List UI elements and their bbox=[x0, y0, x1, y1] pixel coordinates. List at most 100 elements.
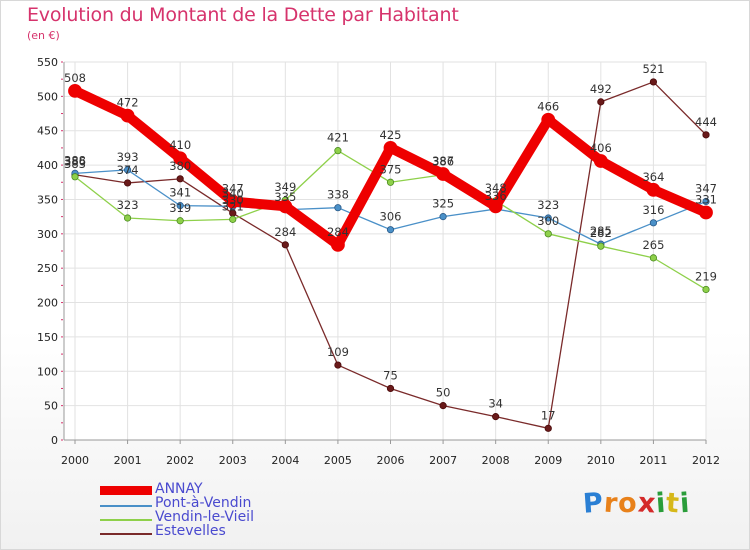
legend-item: Pont-à-Vendin bbox=[100, 495, 340, 512]
data-label: 331 bbox=[695, 193, 717, 207]
data-label: 335 bbox=[274, 190, 296, 204]
data-point bbox=[699, 205, 713, 220]
data-label: 265 bbox=[642, 238, 664, 252]
data-point bbox=[334, 204, 342, 212]
y-tick-label: 50 bbox=[44, 400, 58, 413]
legend-swatch bbox=[100, 533, 152, 535]
data-label: 219 bbox=[695, 269, 717, 283]
data-point bbox=[71, 173, 79, 181]
legend-swatch bbox=[100, 505, 152, 507]
data-point bbox=[334, 147, 342, 155]
data-label: 386 bbox=[432, 155, 454, 169]
data-point bbox=[281, 241, 289, 249]
proxiti-logo: Proxiti bbox=[581, 487, 692, 520]
data-label: 406 bbox=[590, 141, 612, 155]
chart-title: Evolution du Montant de la Dette par Hab… bbox=[27, 4, 459, 26]
data-label: 347 bbox=[222, 182, 244, 196]
legend-swatch bbox=[100, 519, 152, 521]
data-point bbox=[544, 424, 552, 432]
data-label: 386 bbox=[64, 155, 86, 169]
data-label: 421 bbox=[327, 131, 349, 145]
legend-label: Estevelles bbox=[155, 523, 226, 539]
x-tick-label: 2004 bbox=[271, 454, 299, 467]
data-point bbox=[386, 178, 395, 186]
data-label: 492 bbox=[590, 82, 612, 96]
data-point bbox=[123, 179, 132, 187]
data-point bbox=[68, 83, 82, 98]
chart-subtitle: (en €) bbox=[27, 29, 60, 42]
data-label: 410 bbox=[169, 138, 191, 152]
data-point bbox=[702, 285, 710, 294]
data-label: 17 bbox=[541, 408, 556, 422]
logo-letter: P bbox=[581, 487, 605, 520]
x-tick-label: 2000 bbox=[61, 454, 89, 467]
data-point bbox=[544, 214, 552, 222]
data-label: 323 bbox=[117, 198, 139, 212]
data-label: 75 bbox=[383, 368, 398, 382]
data-point bbox=[176, 175, 184, 183]
data-point bbox=[386, 384, 395, 393]
data-point bbox=[492, 413, 500, 421]
data-point bbox=[173, 151, 188, 166]
legend-item: ANNAY bbox=[100, 481, 340, 498]
y-tick-label: 200 bbox=[37, 297, 58, 310]
data-label: 425 bbox=[380, 128, 402, 142]
data-label: 387 bbox=[432, 154, 454, 168]
data-point bbox=[544, 230, 552, 238]
x-tick-label: 2008 bbox=[482, 454, 510, 467]
data-point bbox=[646, 182, 661, 197]
data-label: 341 bbox=[169, 186, 191, 200]
y-tick-label: 0 bbox=[51, 434, 58, 447]
logo-letter: i bbox=[679, 487, 692, 520]
data-point bbox=[436, 167, 450, 181]
x-tick-label: 2007 bbox=[429, 454, 457, 467]
x-tick-label: 2005 bbox=[324, 454, 352, 467]
y-tick-label: 500 bbox=[37, 90, 58, 103]
data-label: 338 bbox=[327, 188, 349, 202]
data-label: 508 bbox=[64, 71, 86, 85]
data-point bbox=[383, 141, 398, 155]
y-tick-label: 450 bbox=[37, 125, 58, 138]
legend-item: Estevelles bbox=[100, 523, 340, 540]
x-tick-label: 2006 bbox=[377, 454, 405, 467]
data-label: 284 bbox=[327, 225, 349, 239]
legend-item: Vendin-le-Vieil bbox=[100, 509, 340, 526]
data-label: 284 bbox=[274, 225, 296, 239]
data-label: 325 bbox=[432, 197, 454, 211]
data-label: 340 bbox=[222, 186, 244, 200]
data-label: 375 bbox=[380, 162, 402, 176]
data-label: 319 bbox=[169, 201, 191, 215]
data-label: 444 bbox=[695, 115, 717, 129]
data-point bbox=[278, 199, 293, 214]
data-point bbox=[702, 197, 710, 206]
data-label: 282 bbox=[590, 226, 612, 240]
data-label: 364 bbox=[642, 170, 664, 184]
data-point bbox=[593, 154, 608, 168]
data-label: 374 bbox=[117, 163, 139, 177]
x-tick-label: 2010 bbox=[587, 454, 615, 467]
data-label: 50 bbox=[436, 386, 451, 400]
data-label: 316 bbox=[642, 203, 664, 217]
data-label: 388 bbox=[64, 153, 86, 167]
y-tick-label: 150 bbox=[37, 331, 58, 344]
data-label: 349 bbox=[274, 180, 296, 194]
data-label: 285 bbox=[590, 224, 612, 238]
data-label: 323 bbox=[537, 198, 559, 212]
data-label: 34 bbox=[488, 397, 503, 411]
data-label: 393 bbox=[117, 150, 139, 164]
y-tick-label: 400 bbox=[37, 159, 58, 172]
x-tick-label: 2003 bbox=[219, 454, 247, 467]
data-label: 348 bbox=[485, 181, 507, 195]
data-label: 306 bbox=[380, 210, 402, 224]
data-point bbox=[702, 131, 710, 139]
data-point bbox=[120, 108, 135, 123]
data-point bbox=[649, 78, 658, 86]
y-tick-label: 550 bbox=[37, 56, 58, 69]
data-point bbox=[488, 199, 503, 214]
data-point bbox=[386, 226, 395, 234]
x-tick-label: 2011 bbox=[639, 454, 667, 467]
data-point bbox=[176, 217, 184, 225]
data-point bbox=[176, 202, 184, 210]
y-tick-label: 300 bbox=[37, 228, 58, 241]
data-point bbox=[597, 98, 605, 106]
